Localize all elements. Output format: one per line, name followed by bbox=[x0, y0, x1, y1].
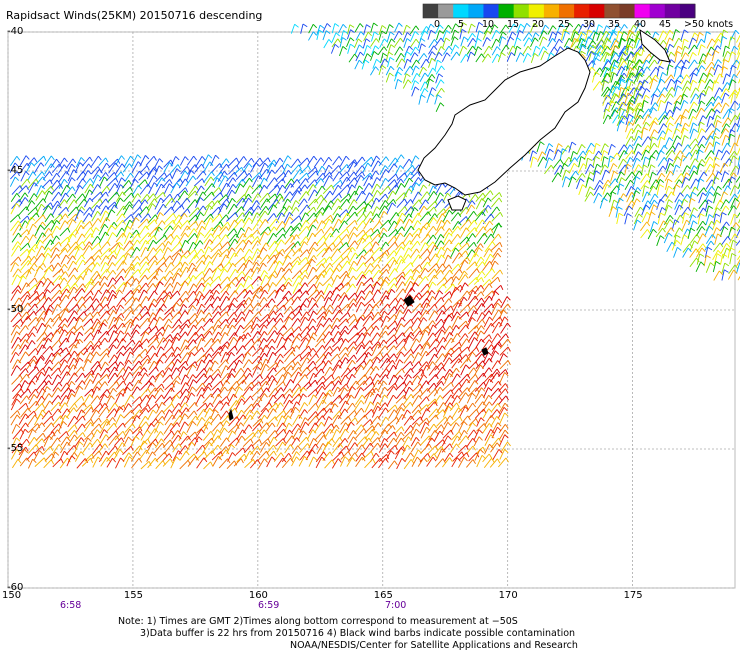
colorbar-label: 30 bbox=[583, 19, 595, 30]
colorbar-label: 20 bbox=[532, 19, 544, 30]
colorbar-label: 5 bbox=[458, 19, 464, 30]
colorbar-label: >50 knots bbox=[684, 19, 733, 30]
lat-tick-label: -45 bbox=[7, 165, 23, 176]
colorbar-label: 15 bbox=[507, 19, 519, 30]
lat-lon-grid bbox=[8, 32, 735, 588]
lon-tick-label: 170 bbox=[499, 590, 518, 601]
note-line-2: 3)Data buffer is 22 hrs from 20150716 4)… bbox=[140, 628, 575, 639]
south-island bbox=[418, 48, 590, 195]
note-line-3: NOAA/NESDIS/Center for Satellite Applica… bbox=[290, 640, 578, 651]
lon-tick-label: 175 bbox=[624, 590, 643, 601]
time-label-3: 7:00 bbox=[385, 600, 406, 611]
campbell-island bbox=[482, 348, 488, 355]
lat-tick-label: -50 bbox=[7, 304, 23, 315]
time-label-2: 6:59 bbox=[258, 600, 279, 611]
stewart-island bbox=[448, 196, 466, 210]
lat-tick-label: -60 bbox=[7, 582, 23, 593]
colorbar-label: 25 bbox=[558, 19, 570, 30]
note-line-1: Note: 1) Times are GMT 2)Times along bot… bbox=[118, 616, 518, 627]
lat-tick-label: -40 bbox=[7, 26, 23, 37]
colorbar-label: 0 bbox=[434, 19, 440, 30]
colorbar-label: 40 bbox=[634, 19, 646, 30]
colorbar-label: 35 bbox=[608, 19, 620, 30]
lat-tick-label: -55 bbox=[7, 443, 23, 454]
wind-barbs bbox=[10, 22, 740, 469]
lon-tick-label: 155 bbox=[124, 590, 143, 601]
new-zealand-coastline bbox=[229, 30, 670, 420]
north-island-tip bbox=[640, 30, 670, 62]
time-label-1: 6:58 bbox=[60, 600, 81, 611]
colorbar bbox=[423, 4, 696, 18]
map-title: Rapidsact Winds(25KM) 20150716 descendin… bbox=[6, 9, 262, 22]
colorbar-label: 10 bbox=[482, 19, 494, 30]
colorbar-label: 45 bbox=[659, 19, 671, 30]
